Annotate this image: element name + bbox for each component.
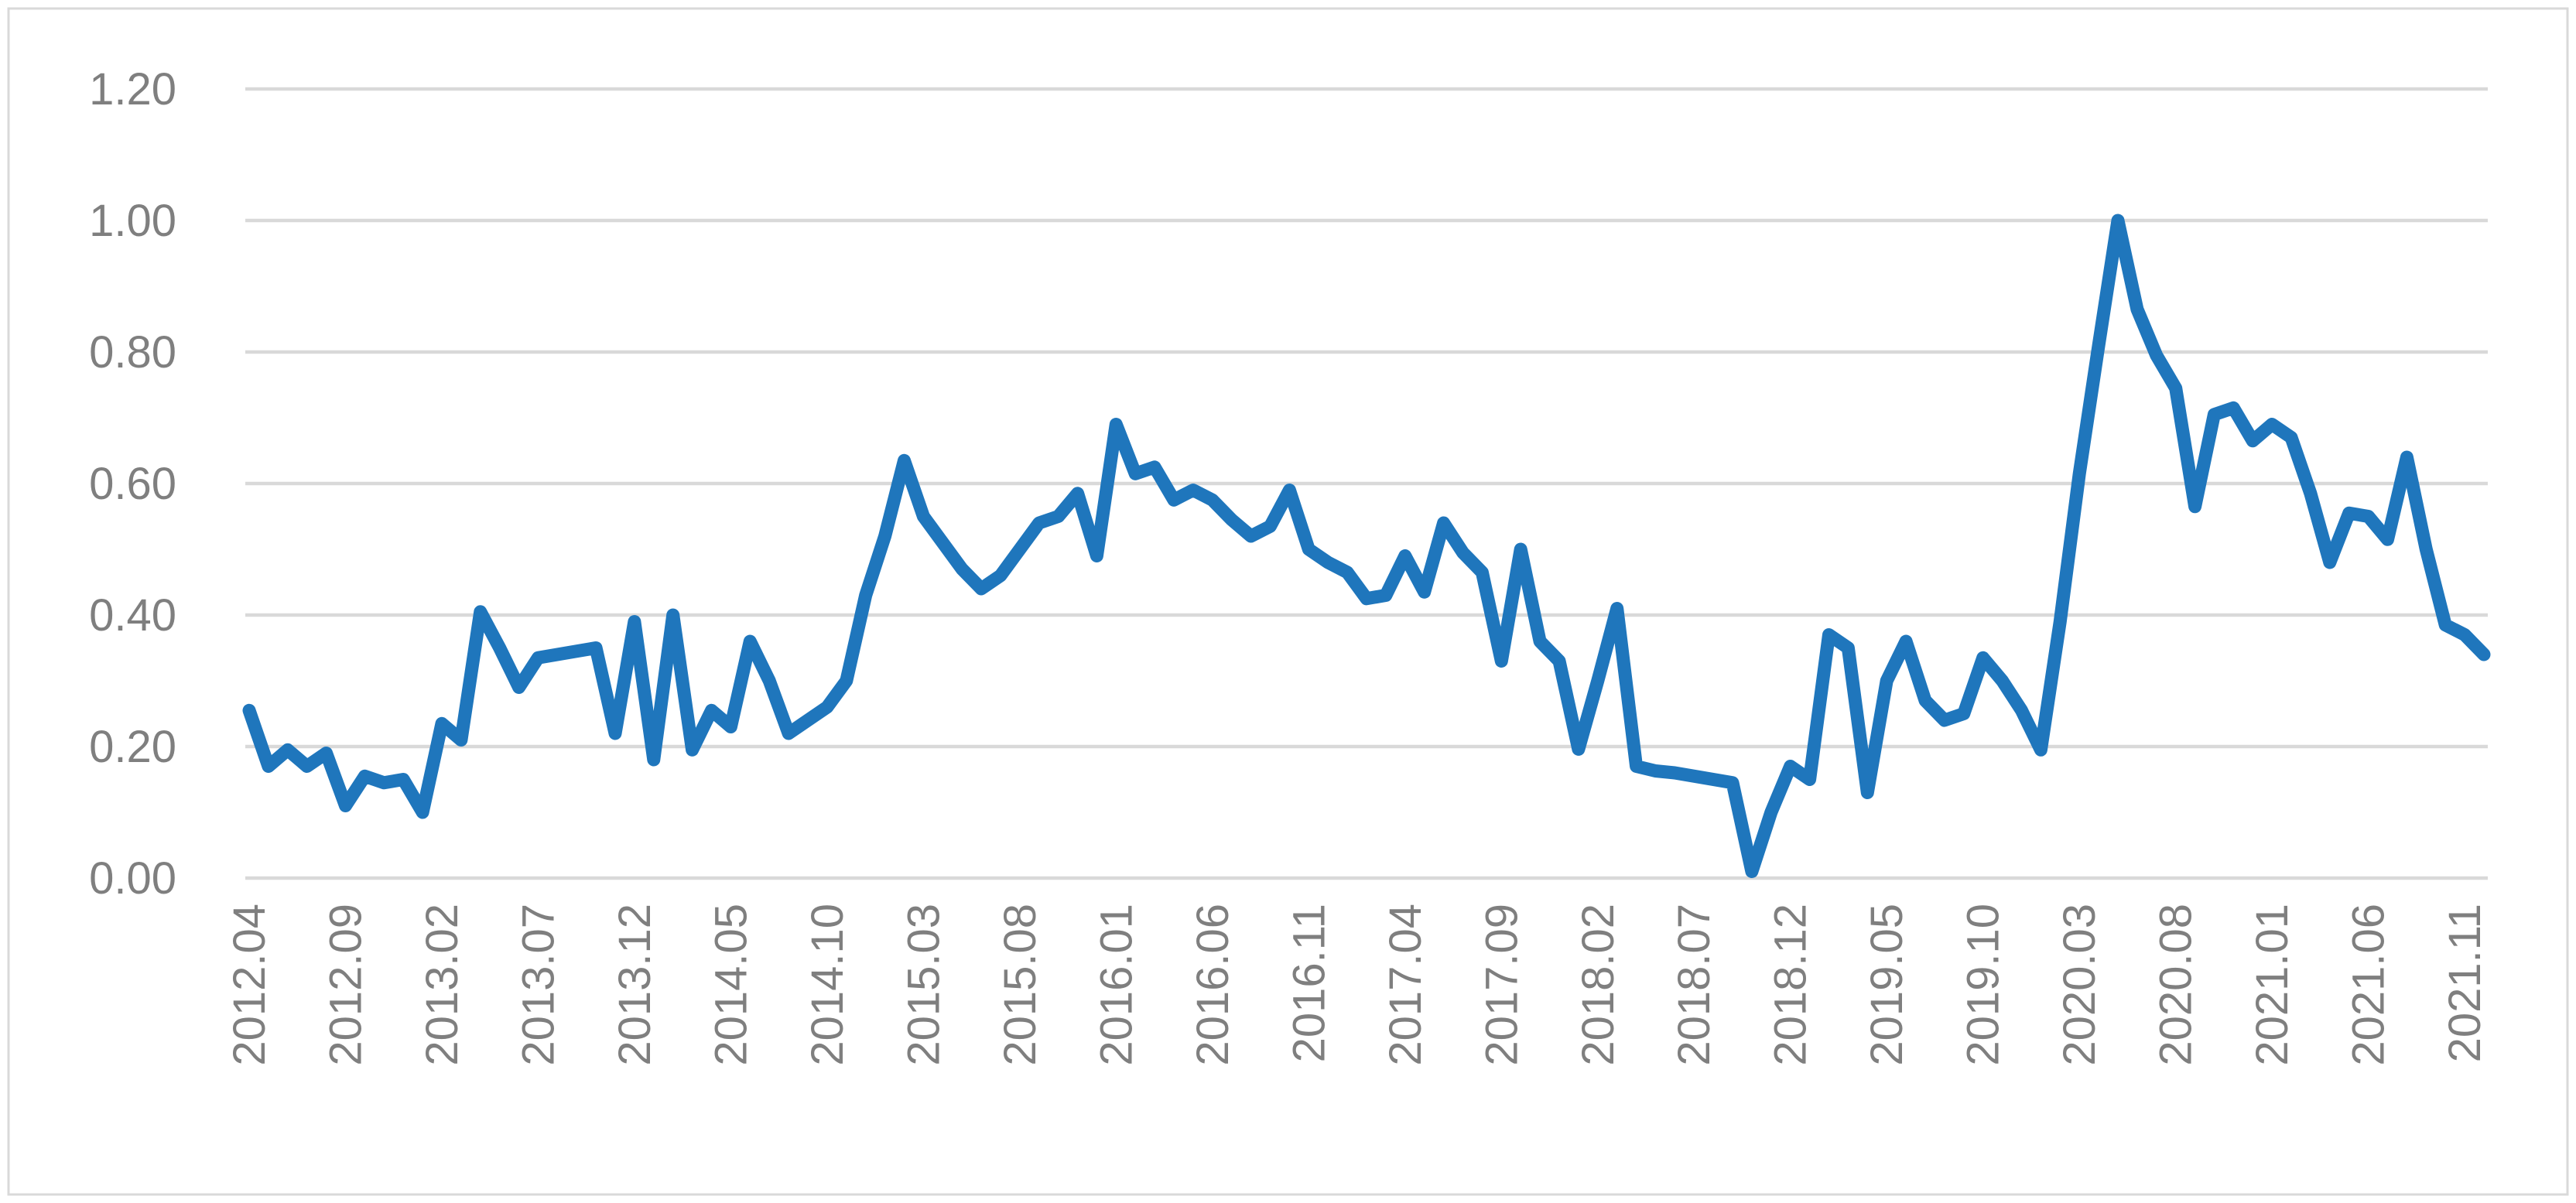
x-tick-label: 2015.08 [995,904,1045,1066]
x-tick-label: 2016.11 [1284,904,1334,1062]
y-tick-label: 0.80 [89,327,176,378]
x-tick-label: 2017.04 [1380,904,1431,1066]
x-tick-label: 2021.01 [2247,904,2297,1066]
y-tick-label: 0.20 [89,722,176,772]
x-tick-label: 2017.09 [1476,904,1527,1066]
chart-frame [7,7,2569,1196]
x-tick-label: 2021.11 [2440,904,2490,1062]
x-tick-label: 2013.07 [513,904,563,1066]
x-tick-label: 2020.03 [2054,904,2105,1066]
x-tick-label: 2020.08 [2151,904,2201,1066]
x-tick-label: 2015.03 [898,904,949,1066]
x-tick-label: 2012.09 [320,904,371,1066]
x-tick-label: 2014.05 [706,904,756,1066]
x-tick-label: 2013.02 [417,904,467,1066]
x-tick-label: 2013.12 [610,904,660,1066]
x-tick-label: 2016.01 [1091,904,1141,1066]
x-tick-label: 2016.06 [1188,904,1238,1066]
y-tick-label: 0.40 [89,590,176,641]
x-tick-label: 2018.02 [1573,904,1623,1066]
y-tick-label: 0.60 [89,459,176,509]
x-tick-label: 2019.05 [1862,904,1912,1066]
x-tick-label: 2014.10 [802,904,853,1066]
x-tick-label: 2018.12 [1766,904,1816,1066]
x-tick-label: 2021.06 [2344,904,2394,1066]
x-tick-label: 2019.10 [1959,904,2009,1066]
series-line [242,214,2491,878]
x-tick-label: 2018.07 [1669,904,1719,1066]
y-tick-label: 1.00 [89,196,176,246]
y-tick-label: 0.00 [89,853,176,904]
x-tick-label: 2012.04 [224,904,275,1066]
y-tick-label: 1.20 [89,64,176,114]
